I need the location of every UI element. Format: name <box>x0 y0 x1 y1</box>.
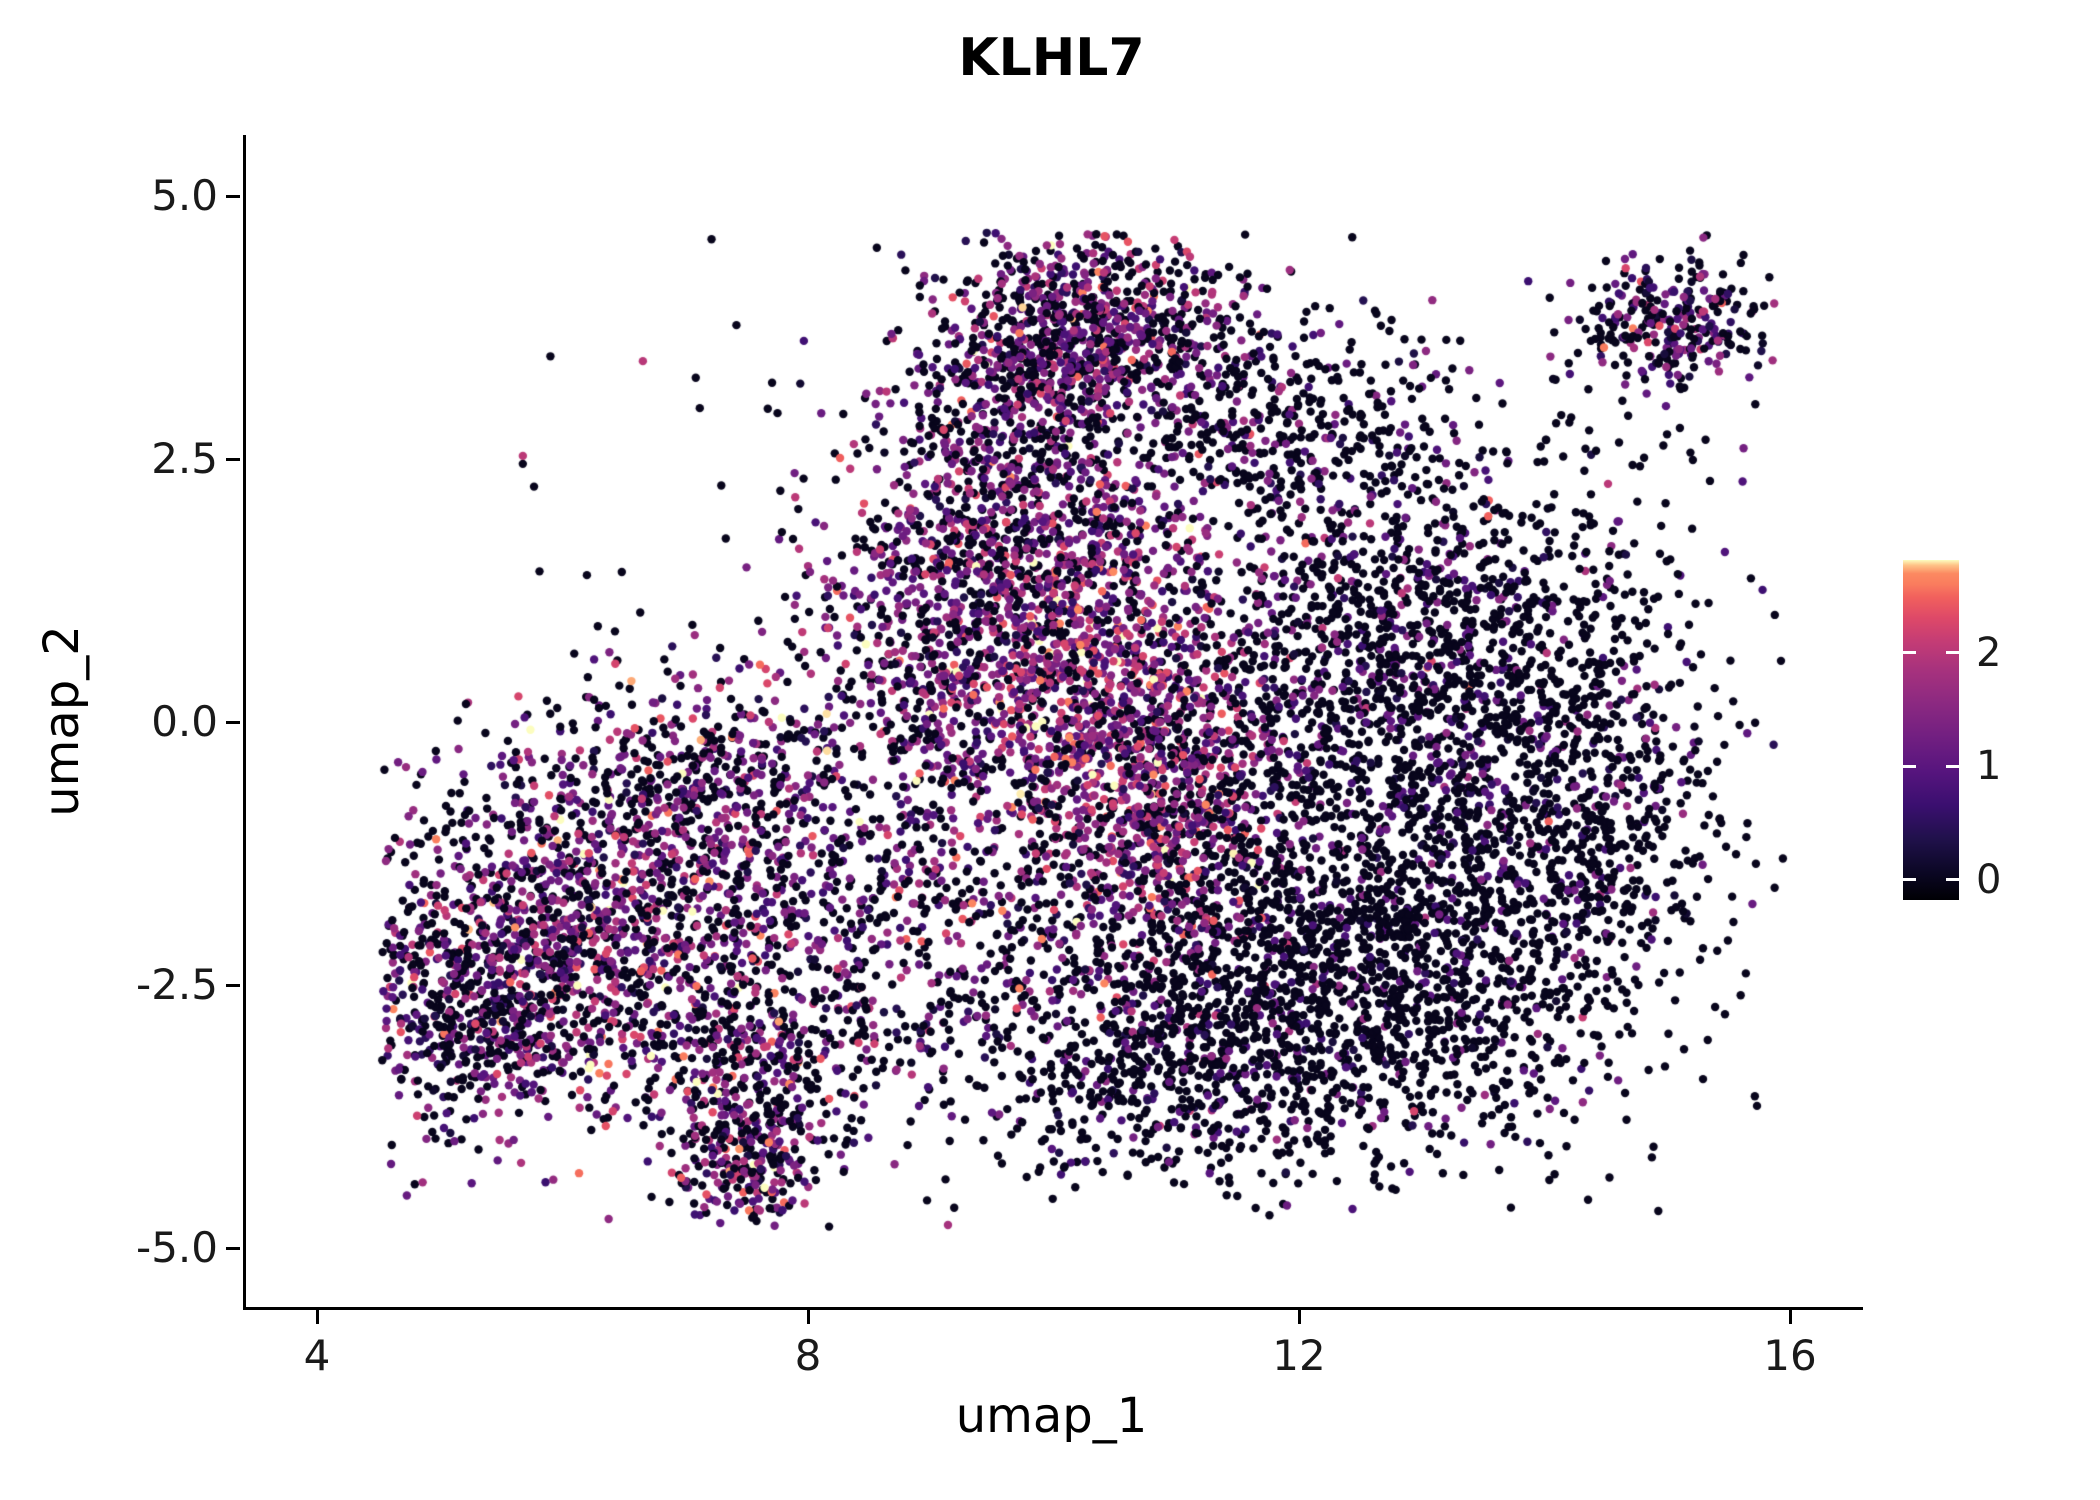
y-tick-label: 0.0 <box>151 697 218 746</box>
x-axis-title: umap_1 <box>955 1388 1148 1444</box>
x-tick-mark <box>315 1310 319 1324</box>
colorbar-gradient <box>1903 560 1959 900</box>
colorbar-tick-label: 0 <box>1976 856 2002 903</box>
plot-title: KLHL7 <box>958 28 1145 88</box>
x-tick-label: 8 <box>794 1331 822 1380</box>
colorbar-tick-mark <box>1946 651 1959 655</box>
colorbar-tick-label: 2 <box>1976 629 2002 676</box>
colorbar-tick-label: 1 <box>1976 743 2002 790</box>
colorbar-tick-mark <box>1903 651 1916 655</box>
scatter-points <box>246 135 1863 1307</box>
plot-area <box>243 135 1863 1310</box>
y-tick-label: -2.5 <box>136 960 218 1009</box>
y-tick-label: 5.0 <box>151 171 218 220</box>
y-tick-mark <box>226 194 240 198</box>
y-tick-mark <box>226 983 240 987</box>
y-axis-title: umap_2 <box>34 625 90 817</box>
x-tick-label: 12 <box>1272 1331 1326 1380</box>
x-tick-mark <box>1297 1310 1301 1324</box>
colorbar-tick-mark <box>1946 878 1959 882</box>
colorbar-tick-mark <box>1903 878 1916 882</box>
colorbar-tick-mark <box>1903 764 1916 768</box>
x-tick-mark <box>1788 1310 1792 1324</box>
y-tick-label: -5.0 <box>136 1223 218 1272</box>
y-tick-label: 2.5 <box>151 434 218 483</box>
y-tick-mark <box>226 1246 240 1250</box>
x-tick-label: 4 <box>303 1331 331 1380</box>
x-tick-mark <box>806 1310 810 1324</box>
x-tick-label: 16 <box>1763 1331 1817 1380</box>
y-tick-mark <box>226 457 240 461</box>
y-tick-mark <box>226 720 240 724</box>
colorbar-tick-mark <box>1946 764 1959 768</box>
